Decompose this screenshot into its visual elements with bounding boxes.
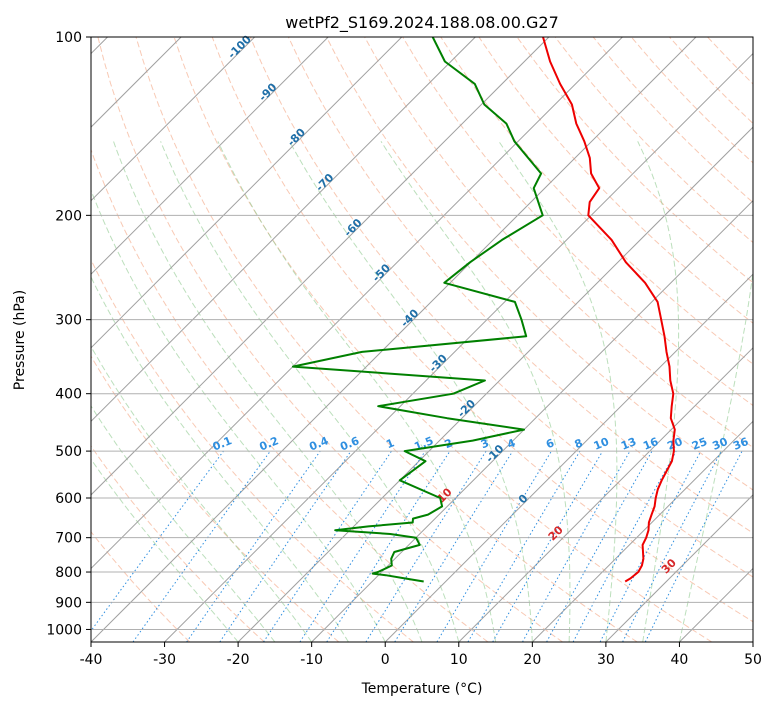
mixing-ratio-label: 8 [573, 436, 585, 451]
y-tick-label: 300 [55, 313, 82, 329]
y-tick-label: 700 [55, 531, 82, 547]
dewpoint-profile [291, 37, 544, 583]
isotherm-line [458, 347, 753, 642]
mixing-ratio-label: 25 [690, 435, 709, 453]
isotherm-line [164, 52, 753, 642]
chart-title: wetPf2_S169.2024.188.08.00.G27 [285, 13, 559, 33]
mixing-ratio-line [644, 450, 743, 642]
isotherm-line [531, 420, 753, 642]
x-tick-label: 30 [597, 652, 615, 668]
mixing-ratio-line [132, 450, 271, 642]
mixing-ratio-label: 20 [665, 435, 684, 453]
mixing-ratio-line [522, 450, 631, 642]
profiles [291, 37, 676, 583]
dry-adiabat [91, 355, 340, 642]
isotherm-line [91, 37, 256, 202]
plot-area [91, 37, 753, 642]
temperature-profile [542, 37, 676, 583]
mixing-ratio-line [91, 450, 224, 632]
x-tick-label: 40 [671, 652, 689, 668]
y-tick-label: 500 [55, 444, 82, 460]
y-tick-label: 1000 [46, 622, 82, 638]
mixing-ratio-label: 36 [731, 435, 750, 453]
mixing-ratio-label: 1 [384, 436, 396, 451]
isotherm-line [91, 37, 403, 349]
isotherm-line [752, 641, 753, 642]
isotherm-line [91, 37, 476, 423]
x-tick-label: -30 [153, 652, 176, 668]
isotherm-line [91, 37, 329, 275]
y-tick-label: 200 [55, 208, 82, 224]
mixing-ratio-line [299, 450, 426, 642]
isotherm-line [91, 37, 550, 496]
x-tick-label: -20 [227, 652, 250, 668]
mixing-ratio-label: 3 [479, 436, 491, 451]
mixing-ratio-line [546, 450, 653, 642]
mixing-ratio-line [263, 450, 392, 642]
dry-adiabat [402, 37, 753, 407]
mixing-ratio-line [394, 450, 514, 642]
dry-adiabat [97, 37, 563, 642]
x-tick-label: 0 [381, 652, 390, 668]
x-ticks: -40 -30 -20 -10 0 10 20 30 40 50 [80, 642, 762, 668]
mixing-ratio-line [219, 450, 352, 642]
dry-adiabat [91, 445, 265, 642]
isotherm-line [605, 494, 753, 642]
dry-adiabat [211, 37, 753, 623]
isotherm-line [237, 126, 753, 642]
y-tick-label: 400 [55, 387, 82, 403]
y-tick-label: 900 [55, 595, 82, 611]
mixing-ratio-line [326, 450, 451, 642]
mixing-ratio-label: 13 [619, 435, 638, 453]
mixing-ratio-label: 30 [711, 435, 730, 453]
dry-adiabat [91, 148, 489, 642]
y-axis-label: Pressure (hPa) [12, 290, 28, 390]
y-ticks: 100 200 300 400 500 600 700 800 900 1000 [46, 30, 91, 638]
mixing-ratio-line [572, 450, 677, 642]
dry-adiabat [326, 37, 753, 491]
isotherm-line [91, 37, 697, 642]
x-tick-label: 10 [450, 652, 468, 668]
dry-adiabat [516, 37, 753, 284]
isotherm-line [91, 37, 623, 570]
dry-adiabat [135, 37, 638, 642]
mixing-ratio-label: 16 [641, 435, 660, 453]
isotherm-line [384, 273, 753, 642]
isotherm-line [311, 199, 753, 642]
dry-adiabat [249, 37, 753, 578]
y-tick-label: 800 [55, 565, 82, 581]
y-tick-label: 100 [55, 30, 82, 46]
pressure-gridlines [91, 37, 753, 630]
dry-adiabat [91, 531, 191, 642]
mixing-ratio-label: 10 [592, 435, 611, 453]
x-tick-label: 20 [523, 652, 541, 668]
x-axis-label: Temperature (°C) [361, 681, 483, 697]
mixing-ratio-line [186, 450, 321, 642]
plot-frame [90, 36, 754, 643]
x-tick-label: -10 [300, 652, 323, 668]
x-tick-label: -40 [80, 652, 103, 668]
x-tick-label: 50 [744, 652, 762, 668]
y-tick-label: 600 [55, 491, 82, 507]
dry-adiabat [440, 37, 753, 365]
